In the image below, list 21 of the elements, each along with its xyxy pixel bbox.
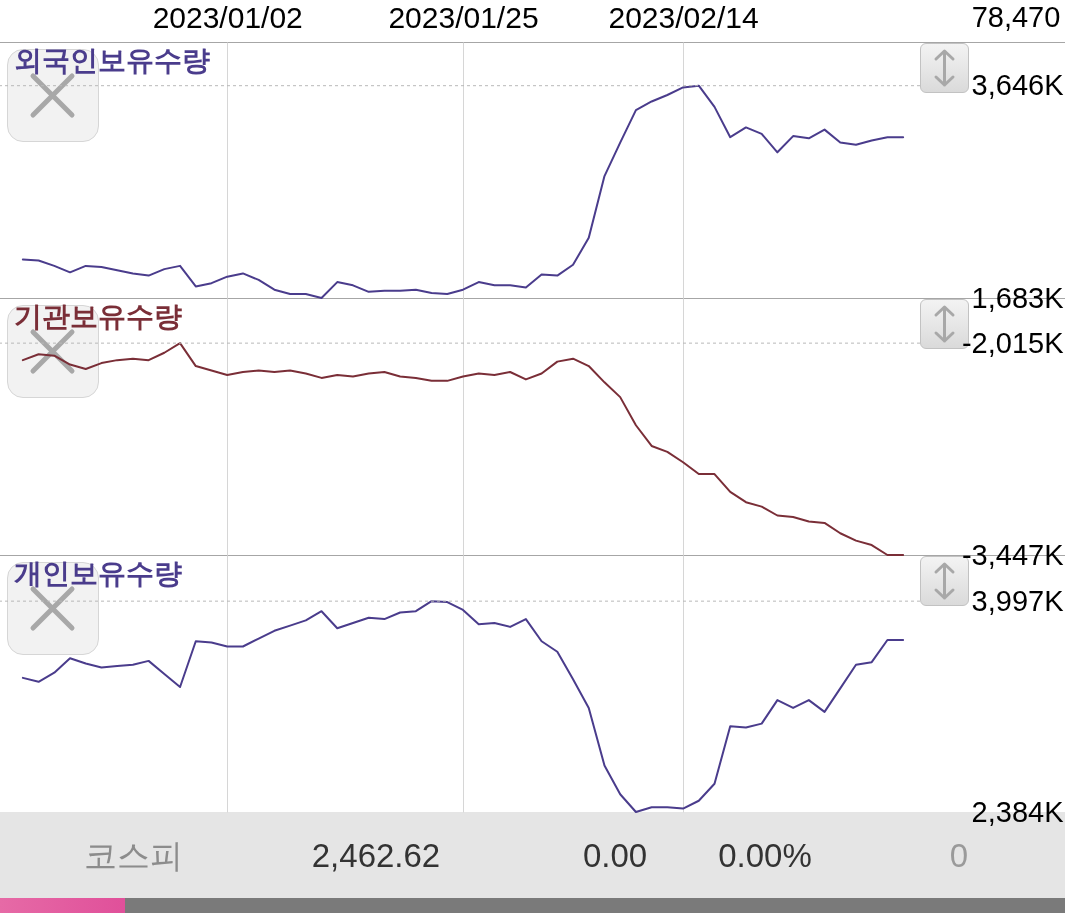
x-tick-label: 2023/02/14 <box>608 0 759 34</box>
chart-title: 기관보유수량 <box>14 300 182 333</box>
text: 코스피 <box>83 836 183 874</box>
text: 78,470 <box>971 0 1061 33</box>
x-tick-label: 2023/01/25 <box>388 0 539 34</box>
y-tick-label: 2,384K <box>971 795 1065 828</box>
y-tick-label: -3,447K <box>961 538 1065 571</box>
chart-title: 외국인보유수량 <box>14 44 210 77</box>
y-tick-label: 3,646K <box>971 69 1065 102</box>
text: 0.00% <box>718 836 812 874</box>
y-tick-label: -2,015K <box>961 326 1065 359</box>
text: 0 <box>949 836 969 874</box>
chart-title: 개인보유수량 <box>14 557 182 590</box>
line-series <box>21 342 905 556</box>
y-tick-label: 3,997K <box>971 584 1065 617</box>
text: 0.00 <box>582 836 648 874</box>
y-tick-label: 1,683K <box>971 281 1065 314</box>
text: 2,462.62 <box>311 836 441 874</box>
line-series <box>21 600 905 813</box>
line-series <box>21 84 905 299</box>
x-tick-label: 2023/01/02 <box>152 0 303 34</box>
